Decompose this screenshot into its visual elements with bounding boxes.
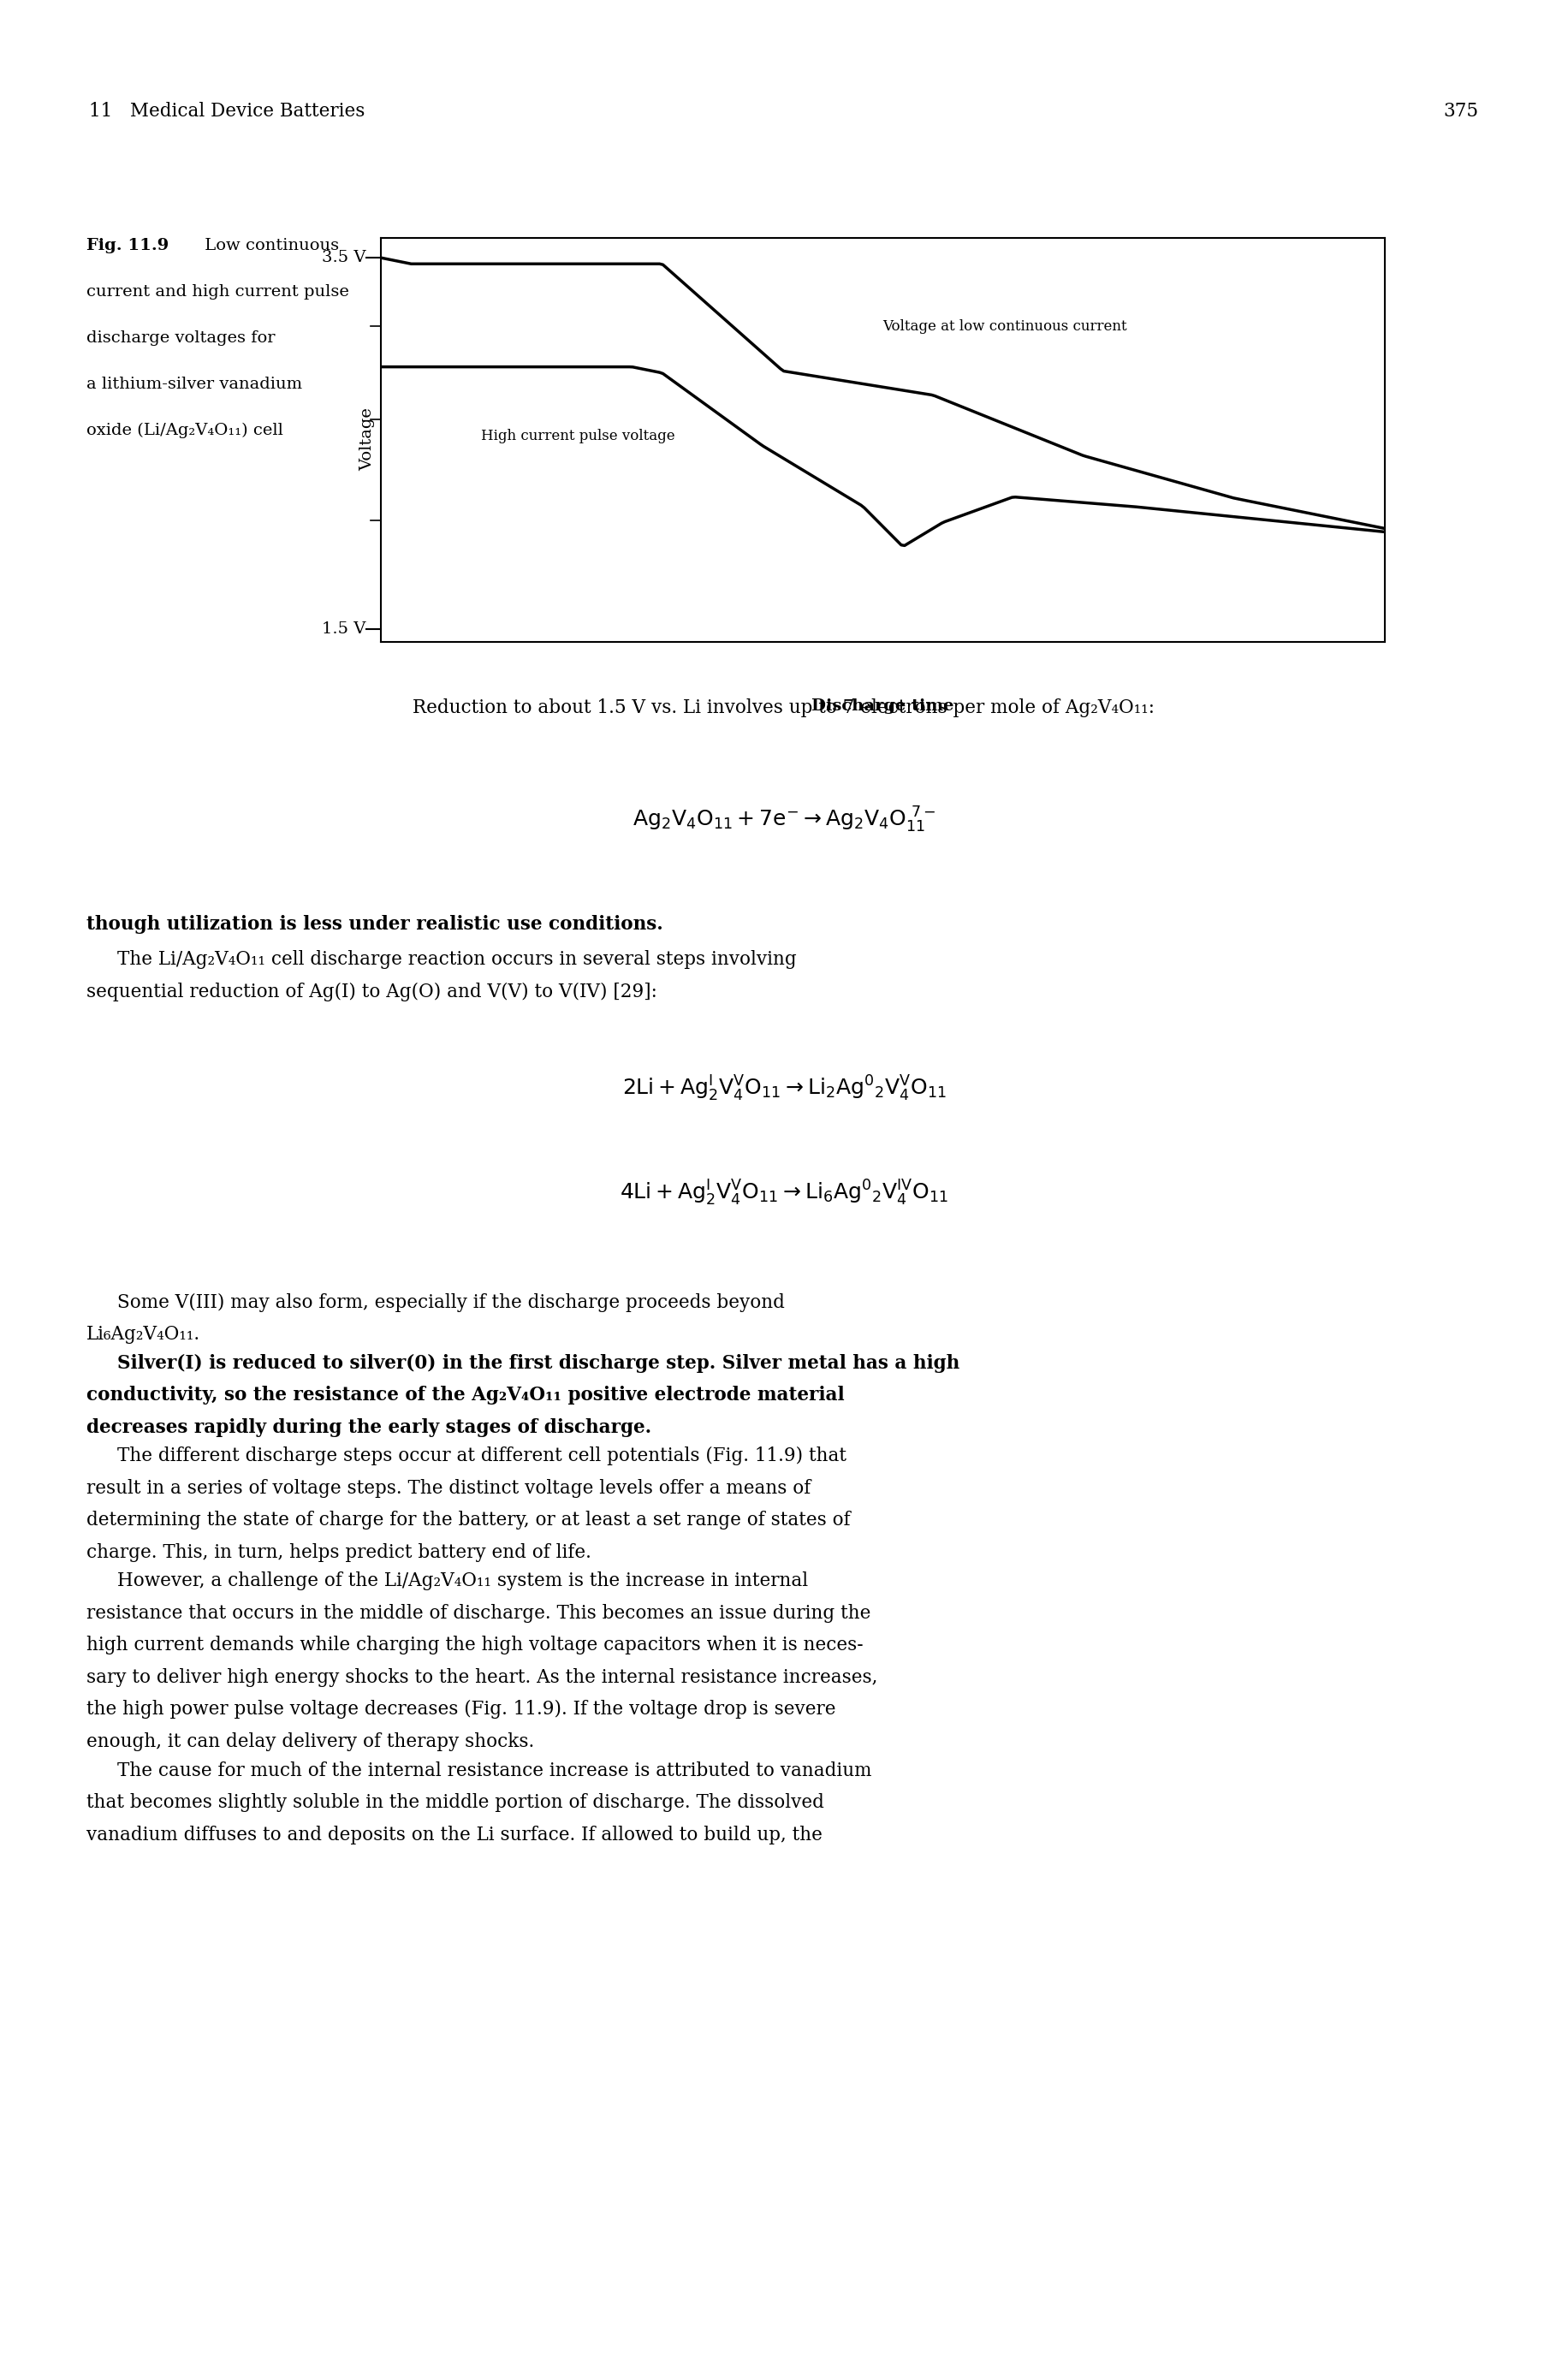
Text: a lithium-silver vanadium: a lithium-silver vanadium [86, 378, 303, 392]
Text: The cause for much of the internal resistance increase is attributed to vanadium: The cause for much of the internal resis… [118, 1761, 872, 1780]
Text: resistance that occurs in the middle of discharge. This becomes an issue during : resistance that occurs in the middle of … [86, 1604, 870, 1623]
Text: The different discharge steps occur at different cell potentials (Fig. 11.9) tha: The different discharge steps occur at d… [118, 1447, 847, 1466]
Text: enough, it can delay delivery of therapy shocks.: enough, it can delay delivery of therapy… [86, 1732, 535, 1751]
Text: 375: 375 [1444, 102, 1479, 121]
Text: $\mathrm{Ag_2V_4O_{11} + 7e^{-} \rightarrow Ag_2V_4O_{11}^{\ 7-}}$: $\mathrm{Ag_2V_4O_{11} + 7e^{-} \rightar… [632, 805, 936, 834]
Text: discharge voltages for: discharge voltages for [86, 330, 274, 345]
Text: high current demands while charging the high voltage capacitors when it is neces: high current demands while charging the … [86, 1637, 862, 1654]
Text: Discharge time: Discharge time [812, 699, 953, 713]
Text: the high power pulse voltage decreases (Fig. 11.9). If the voltage drop is sever: the high power pulse voltage decreases (… [86, 1701, 836, 1720]
Text: conductivity, so the resistance of the Ag₂V₄O₁₁ positive electrode material: conductivity, so the resistance of the A… [86, 1385, 844, 1404]
Text: though utilization is less under realistic use conditions.: though utilization is less under realist… [86, 915, 663, 934]
Text: $\mathrm{4Li + Ag^I_2 V^V_4 O_{11} \rightarrow Li_6Ag^0{}_2 V^{IV}_4 O_{11}}$: $\mathrm{4Li + Ag^I_2 V^V_4 O_{11} \righ… [619, 1178, 949, 1207]
Text: Silver(I) is reduced to silver(0) in the first discharge step. Silver metal has : Silver(I) is reduced to silver(0) in the… [118, 1354, 960, 1373]
Text: 1.5 V: 1.5 V [321, 623, 365, 637]
Text: oxide (Li/Ag₂V₄O₁₁) cell: oxide (Li/Ag₂V₄O₁₁) cell [86, 423, 282, 440]
Text: that becomes slightly soluble in the middle portion of discharge. The dissolved: that becomes slightly soluble in the mid… [86, 1794, 823, 1813]
Text: sary to deliver high energy shocks to the heart. As the internal resistance incr: sary to deliver high energy shocks to th… [86, 1668, 878, 1687]
Text: However, a challenge of the Li/Ag₂V₄O₁₁ system is the increase in internal: However, a challenge of the Li/Ag₂V₄O₁₁ … [118, 1573, 809, 1590]
Text: 11   Medical Device Batteries: 11 Medical Device Batteries [89, 102, 365, 121]
Text: vanadium diffuses to and deposits on the Li surface. If allowed to build up, the: vanadium diffuses to and deposits on the… [86, 1825, 822, 1844]
Text: $\mathrm{2Li + Ag^I_2 V^V_4 O_{11} \rightarrow Li_2Ag^0{}_2 V^V_4 O_{11}}$: $\mathrm{2Li + Ag^I_2 V^V_4 O_{11} \righ… [622, 1074, 946, 1102]
Text: The Li/Ag₂V₄O₁₁ cell discharge reaction occurs in several steps involving: The Li/Ag₂V₄O₁₁ cell discharge reaction … [118, 950, 797, 969]
Text: current and high current pulse: current and high current pulse [86, 285, 350, 299]
Text: result in a series of voltage steps. The distinct voltage levels offer a means o: result in a series of voltage steps. The… [86, 1478, 811, 1497]
Text: Voltage at low continuous current: Voltage at low continuous current [883, 318, 1127, 335]
Text: Low continuous: Low continuous [199, 238, 339, 252]
Text: High current pulse voltage: High current pulse voltage [481, 428, 676, 442]
Text: determining the state of charge for the battery, or at least a set range of stat: determining the state of charge for the … [86, 1511, 850, 1530]
Text: sequential reduction of Ag(I) to Ag(O) and V(V) to V(IV) [29]:: sequential reduction of Ag(I) to Ag(O) a… [86, 981, 657, 1000]
Text: Fig. 11.9: Fig. 11.9 [86, 238, 169, 252]
Text: decreases rapidly during the early stages of discharge.: decreases rapidly during the early stage… [86, 1418, 651, 1437]
Text: Some V(III) may also form, especially if the discharge proceeds beyond: Some V(III) may also form, especially if… [118, 1293, 786, 1312]
Text: Reduction to about 1.5 V vs. Li involves up to 7 electrons per mole of Ag₂V₄O₁₁:: Reduction to about 1.5 V vs. Li involves… [412, 699, 1156, 718]
Text: 3.5 V: 3.5 V [321, 249, 365, 266]
Text: charge. This, in turn, helps predict battery end of life.: charge. This, in turn, helps predict bat… [86, 1542, 591, 1561]
Text: Li₆Ag₂V₄O₁₁.: Li₆Ag₂V₄O₁₁. [86, 1326, 201, 1345]
Y-axis label: Voltage: Voltage [359, 409, 375, 470]
